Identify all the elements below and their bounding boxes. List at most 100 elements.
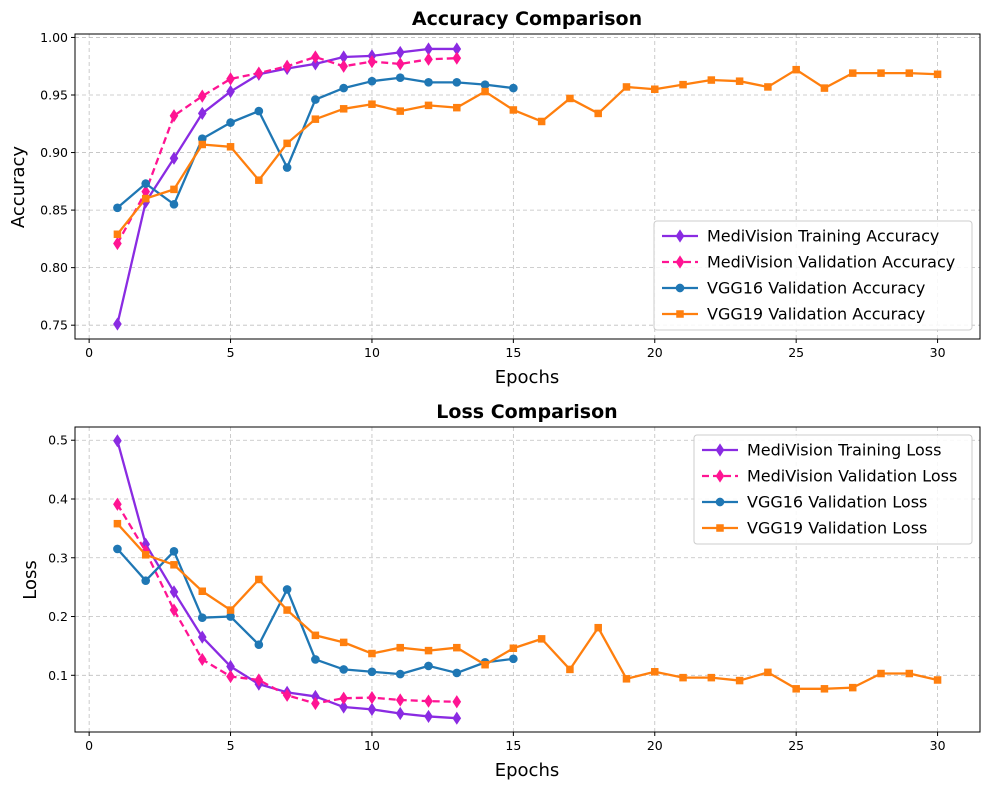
accuracy-series-3-point [622, 83, 631, 91]
loss-series-2-point [424, 661, 433, 671]
loss-legend-label: MediVision Validation Loss [747, 467, 957, 486]
loss-series-2-point [395, 669, 405, 679]
loss-chart-title: Loss Comparison [436, 401, 617, 423]
accuracy-legend-item: MediVision Training Accuracy [662, 227, 939, 246]
accuracy-series-3-point [764, 83, 772, 91]
loss-series-3-point [255, 575, 263, 584]
accuracy-series-0-point [311, 57, 320, 71]
accuracy-series-2-point [367, 76, 377, 86]
loss-series-3-point [792, 685, 800, 693]
accuracy-series-2-point [395, 73, 405, 83]
loss-series-1-point [395, 693, 405, 707]
loss-series-3 [113, 519, 942, 693]
loss-series-1-point [339, 691, 348, 705]
loss-series-3-line [116, 522, 938, 690]
accuracy-legend-label: MediVision Validation Accuracy [707, 253, 955, 272]
accuracy-legend-marker [675, 255, 685, 269]
loss-series-2-point [113, 544, 122, 554]
loss-legend-label: VGG16 Validation Loss [747, 493, 927, 512]
loss-series-3-point [566, 665, 574, 674]
loss-x-tick-label: 20 [647, 738, 663, 753]
accuracy-legend-item: VGG19 Validation Accuracy [662, 305, 925, 324]
loss-series-0-point [452, 711, 462, 725]
accuracy-x-tick-label: 20 [647, 345, 663, 360]
loss-series-0-point [226, 659, 235, 674]
accuracy-series-0-point [424, 42, 433, 56]
loss-legend-box [693, 434, 973, 545]
accuracy-chart-title: Accuracy Comparison [412, 8, 642, 30]
loss-series-3-point [735, 676, 744, 685]
accuracy-x-tick-label: 30 [930, 345, 946, 360]
loss-series-1-point [424, 694, 433, 708]
loss-series-3-point [424, 646, 433, 655]
accuracy-series-0-point [113, 317, 122, 331]
accuracy-series-3-point [424, 101, 433, 110]
loss-plot-frame [74, 426, 981, 733]
loss-series-0-point [367, 702, 377, 716]
loss-x-tick-label: 0 [85, 738, 93, 753]
accuracy-series-0-point [226, 84, 235, 99]
accuracy-series-3-point [396, 107, 404, 115]
loss-y-tick-label: 0.2 [48, 609, 68, 624]
accuracy-series-3-point [735, 77, 744, 85]
loss-chart: Loss Comparison 0 5 10 15 20 25 30 0.1 0.2 0.3 0.4… [20, 401, 981, 781]
accuracy-series-3-point [848, 69, 857, 77]
accuracy-series-0-point [395, 45, 405, 60]
loss-series-1-point [197, 652, 207, 667]
accuracy-series-1-point [367, 55, 377, 69]
accuracy-series-3-point [594, 109, 602, 118]
accuracy-series-3 [113, 65, 942, 239]
loss-series-1 [113, 497, 462, 711]
accuracy-series-3-point [679, 80, 687, 89]
accuracy-series-3-point [651, 85, 659, 93]
accuracy-series-3-point [820, 84, 829, 92]
accuracy-series-3-point [905, 69, 914, 77]
loss-series-1-point [226, 669, 235, 684]
loss-legend-marker [715, 469, 725, 483]
accuracy-series-3-point [113, 230, 122, 239]
accuracy-series-2-point [141, 179, 151, 188]
loss-series-3-point [509, 644, 518, 653]
loss-y-tick-label: 0.5 [48, 433, 68, 448]
accuracy-legend-marker [675, 229, 685, 243]
loss-series-3-point [622, 675, 631, 683]
accuracy-series-1-point [254, 66, 264, 80]
loss-series-3-point [537, 635, 546, 643]
loss-series-3-point [311, 631, 320, 640]
accuracy-chart: Accuracy Comparison 0 5 10 15 20 25 30 0.75 0.80… [8, 8, 981, 388]
loss-series-0-point [424, 709, 433, 724]
accuracy-series-0-line [116, 47, 457, 325]
accuracy-series-0-point [452, 42, 462, 56]
accuracy-legend-label: VGG19 Validation Accuracy [707, 305, 925, 324]
loss-x-tick-label: 5 [227, 738, 235, 753]
accuracy-series-3-point [707, 76, 716, 84]
accuracy-series-3-point [311, 115, 320, 123]
loss-legend: MediVision Training Loss MediVision Valid… [693, 434, 973, 545]
accuracy-series-3-point [339, 105, 348, 113]
accuracy-x-tick-label: 10 [364, 345, 380, 360]
loss-series-3-point [368, 649, 376, 658]
loss-series-2-point [197, 613, 207, 623]
accuracy-legend-label: VGG16 Validation Accuracy [707, 279, 925, 298]
accuracy-series-3-point [453, 103, 461, 112]
accuracy-x-tick-label: 15 [505, 345, 521, 360]
loss-series-0-point [169, 585, 179, 599]
accuracy-series-3-point [255, 176, 263, 184]
loss-series-2-point [141, 576, 151, 585]
accuracy-series-2-point [226, 118, 235, 127]
loss-series-0-point [339, 700, 348, 714]
loss-series-0-point [197, 630, 207, 644]
loss-series-1-point [367, 691, 377, 705]
accuracy-x-axis-label: Epochs [495, 367, 560, 388]
accuracy-legend-box [653, 220, 973, 331]
accuracy-y-tick-label: 0.80 [40, 260, 68, 275]
accuracy-series-3-line [116, 68, 938, 235]
accuracy-series-2-point [169, 200, 179, 209]
accuracy-legend-marker [675, 283, 685, 293]
accuracy-series-1-line [116, 55, 457, 245]
loss-series-1-point [282, 688, 292, 702]
loss-series-3-point [820, 685, 829, 693]
accuracy-series-1-point [424, 52, 433, 66]
loss-series-3-point [198, 587, 207, 596]
